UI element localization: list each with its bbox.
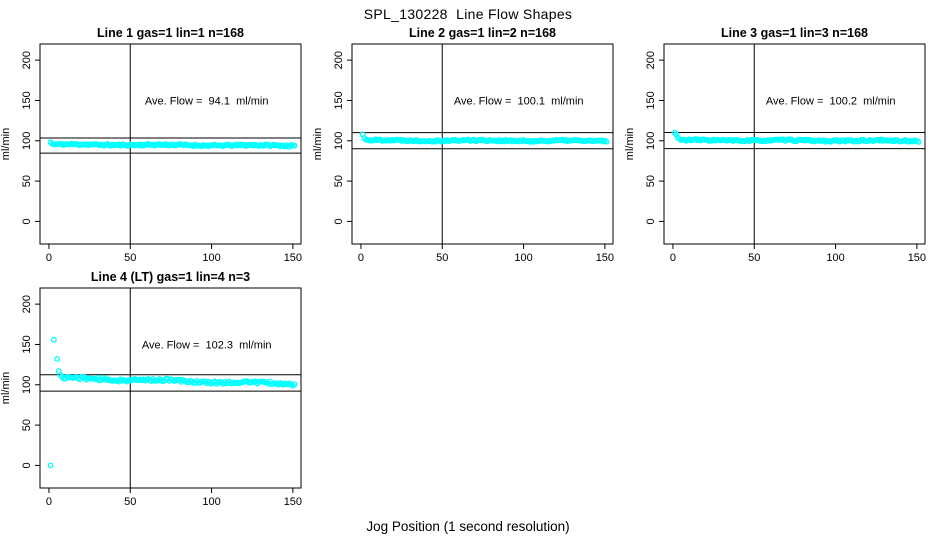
panel-line-4: 0 50 100 150 0 50 100 150 200 ml/min Line 4 (LT) g…: [0, 270, 312, 514]
x-tick-label: 150: [596, 252, 614, 264]
data-points: [47, 139, 298, 150]
panel-title: Line 3 gas=1 lin=3 n=168: [721, 26, 868, 40]
y-tick-label: 0: [333, 218, 345, 224]
y-tick-label: 50: [333, 175, 345, 187]
y-tick-label: 150: [645, 91, 657, 109]
y-tick-label: 0: [21, 462, 33, 468]
y-tick-label: 50: [21, 175, 33, 187]
x-tick-label: 50: [124, 496, 136, 508]
line-3-chart: 0 50 100 150 0 50 100 150 200 ml/min Line 3 gas=1 …: [624, 26, 926, 264]
y-axis-title: ml/min: [0, 128, 12, 160]
y-tick-label: 0: [21, 218, 33, 224]
y-tick-label: 100: [21, 376, 33, 394]
x-axis-label: Jog Position (1 second resolution): [366, 519, 570, 534]
data-point: [54, 356, 61, 362]
y-axis-title: ml/min: [624, 128, 636, 160]
x-tick-label: 150: [908, 252, 926, 264]
ave-flow-annotation: Ave. Flow = 102.3 ml/min: [142, 339, 272, 351]
data-points: [671, 129, 922, 145]
panel-line-1: 0 50 100 150 0 50 100 150 200 ml/min Line 1 gas=1 …: [0, 26, 312, 270]
x-tick-label: 50: [748, 252, 760, 264]
y-axis-title: ml/min: [0, 372, 12, 404]
y-tick-label: 100: [21, 132, 33, 150]
plot-box: [351, 43, 614, 245]
y-tick-label: 100: [333, 132, 345, 150]
data-points: [359, 131, 610, 145]
x-tick-label: 50: [124, 252, 136, 264]
ave-flow-annotation: Ave. Flow = 94.1 ml/min: [145, 95, 269, 107]
y-tick-label: 50: [21, 419, 33, 431]
panel-title: Line 4 (LT) gas=1 lin=4 n=3: [91, 270, 250, 284]
y-tick-label: 200: [21, 51, 33, 69]
y-tick-label: 200: [645, 51, 657, 69]
y-tick-label: 100: [645, 132, 657, 150]
empty-cell-2: [624, 270, 936, 514]
x-tick-label: 0: [46, 496, 52, 508]
panel-line-2: 0 50 100 150 0 50 100 150 200 ml/min Line 2 gas=1 …: [312, 26, 624, 270]
x-tick-label: 100: [202, 252, 220, 264]
x-tick-label: 50: [436, 252, 448, 264]
data-point: [603, 138, 610, 145]
y-tick-label: 200: [21, 295, 33, 313]
line-4-chart: 0 50 100 150 0 50 100 150 200 ml/min Line 4 (LT) g…: [0, 270, 302, 508]
y-tick-label: 50: [645, 175, 657, 187]
data-point: [50, 336, 57, 343]
data-point: [291, 381, 298, 388]
line-1-chart: 0 50 100 150 0 50 100 150 200 ml/min Line 1 gas=1 …: [0, 26, 302, 264]
x-tick-label: 0: [46, 252, 52, 264]
y-tick-label: 200: [333, 51, 345, 69]
y-axis-title: ml/min: [312, 128, 324, 160]
panel-line-3: 0 50 100 150 0 50 100 150 200 ml/min Line 3 gas=1 …: [624, 26, 936, 270]
y-tick-label: 150: [21, 91, 33, 109]
panel-title: Line 1 gas=1 lin=1 n=168: [97, 26, 244, 40]
plot-box: [39, 287, 302, 489]
line-2-chart: 0 50 100 150 0 50 100 150 200 ml/min Line 2 gas=1 …: [312, 26, 614, 264]
x-tick-label: 100: [202, 496, 220, 508]
panel-title: Line 2 gas=1 lin=2 n=168: [409, 26, 556, 40]
x-tick-label: 0: [670, 252, 676, 264]
ave-flow-annotation: Ave. Flow = 100.2 ml/min: [766, 95, 896, 107]
x-tick-label: 150: [284, 496, 302, 508]
empty-cell-1: [312, 270, 624, 514]
y-tick-label: 150: [21, 335, 33, 353]
data-point: [47, 462, 54, 469]
x-tick-label: 100: [826, 252, 844, 264]
x-tick-label: 100: [514, 252, 532, 264]
x-tick-label: 0: [358, 252, 364, 264]
ave-flow-annotation: Ave. Flow = 100.1 ml/min: [454, 95, 584, 107]
x-tick-label: 150: [284, 252, 302, 264]
plot-grid: 0 50 100 150 0 50 100 150 200 ml/min Line 1 gas=1 …: [0, 26, 936, 514]
y-tick-label: 0: [645, 218, 657, 224]
plot-box: [39, 43, 302, 245]
data-point: [915, 139, 922, 145]
plot-box: [663, 43, 926, 245]
y-tick-label: 150: [333, 91, 345, 109]
data-point: [291, 142, 298, 149]
page-title: SPL_130228 Line Flow Shapes: [363, 6, 573, 22]
data-points: [47, 336, 298, 469]
